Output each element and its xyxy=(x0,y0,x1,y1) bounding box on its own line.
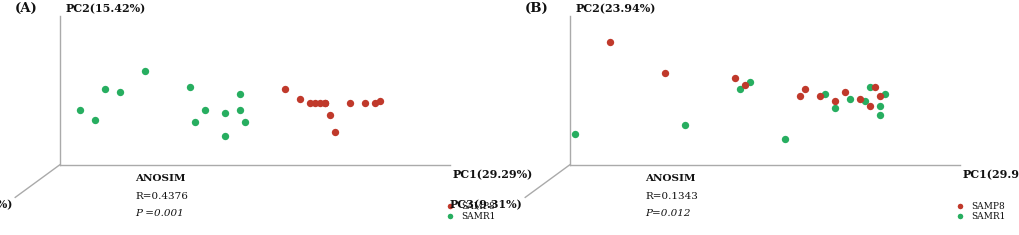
Point xyxy=(816,92,833,96)
Point xyxy=(277,87,293,91)
Point xyxy=(601,40,618,44)
Point xyxy=(796,87,812,91)
Point xyxy=(341,102,358,105)
Point xyxy=(231,92,248,96)
Point xyxy=(567,132,583,136)
Point xyxy=(367,102,383,105)
Point xyxy=(327,130,343,133)
Point xyxy=(732,87,748,91)
Text: PC2(15.42%): PC2(15.42%) xyxy=(65,3,146,14)
Text: PC3(11.34%): PC3(11.34%) xyxy=(0,200,12,211)
Text: PC1(29.99%): PC1(29.99%) xyxy=(962,169,1019,180)
Point xyxy=(317,102,333,105)
Point xyxy=(372,99,388,103)
Point xyxy=(231,109,248,112)
Point xyxy=(236,120,253,124)
Point xyxy=(97,87,113,91)
Legend: SAMP8, SAMR1: SAMP8, SAMR1 xyxy=(951,202,1005,221)
Point xyxy=(72,109,89,112)
Point xyxy=(87,118,103,122)
Point xyxy=(656,71,673,75)
Point xyxy=(826,99,843,103)
Point xyxy=(826,106,843,110)
Point xyxy=(357,102,373,105)
Text: R=0.4376: R=0.4376 xyxy=(135,192,187,200)
Point xyxy=(217,111,233,115)
Point xyxy=(312,102,328,105)
Point xyxy=(217,134,233,138)
Point xyxy=(861,104,877,108)
Point xyxy=(181,85,198,89)
Point xyxy=(112,90,128,94)
Point xyxy=(871,94,888,98)
Point xyxy=(841,97,857,101)
Point xyxy=(811,94,827,98)
Point xyxy=(856,99,872,103)
Text: R=0.1343: R=0.1343 xyxy=(644,192,697,200)
Point xyxy=(317,102,333,105)
Point xyxy=(186,120,203,124)
Text: PC3(9.31%): PC3(9.31%) xyxy=(449,200,522,211)
Point xyxy=(791,94,807,98)
Point xyxy=(851,97,867,101)
Point xyxy=(861,85,877,89)
Point xyxy=(871,104,888,108)
Point xyxy=(302,102,318,105)
Text: ANOSIM: ANOSIM xyxy=(644,174,695,183)
Text: (A): (A) xyxy=(15,2,38,15)
Text: P =0.001: P =0.001 xyxy=(135,209,183,218)
Text: PC1(29.29%): PC1(29.29%) xyxy=(452,169,532,180)
Point xyxy=(197,109,213,112)
Point xyxy=(727,76,743,79)
Text: (B): (B) xyxy=(525,2,548,15)
Point xyxy=(137,69,153,72)
Point xyxy=(741,80,757,84)
Point xyxy=(677,123,693,126)
Point xyxy=(776,137,793,141)
Point xyxy=(871,113,888,117)
Point xyxy=(736,83,752,86)
Point xyxy=(291,97,308,101)
Text: PC2(23.94%): PC2(23.94%) xyxy=(575,3,655,14)
Text: P=0.012: P=0.012 xyxy=(644,209,690,218)
Point xyxy=(866,85,882,89)
Text: ANOSIM: ANOSIM xyxy=(135,174,185,183)
Point xyxy=(837,90,853,94)
Legend: SAMP8, SAMR1: SAMP8, SAMR1 xyxy=(441,202,495,221)
Point xyxy=(322,113,338,117)
Point xyxy=(307,102,323,105)
Point xyxy=(876,92,893,96)
